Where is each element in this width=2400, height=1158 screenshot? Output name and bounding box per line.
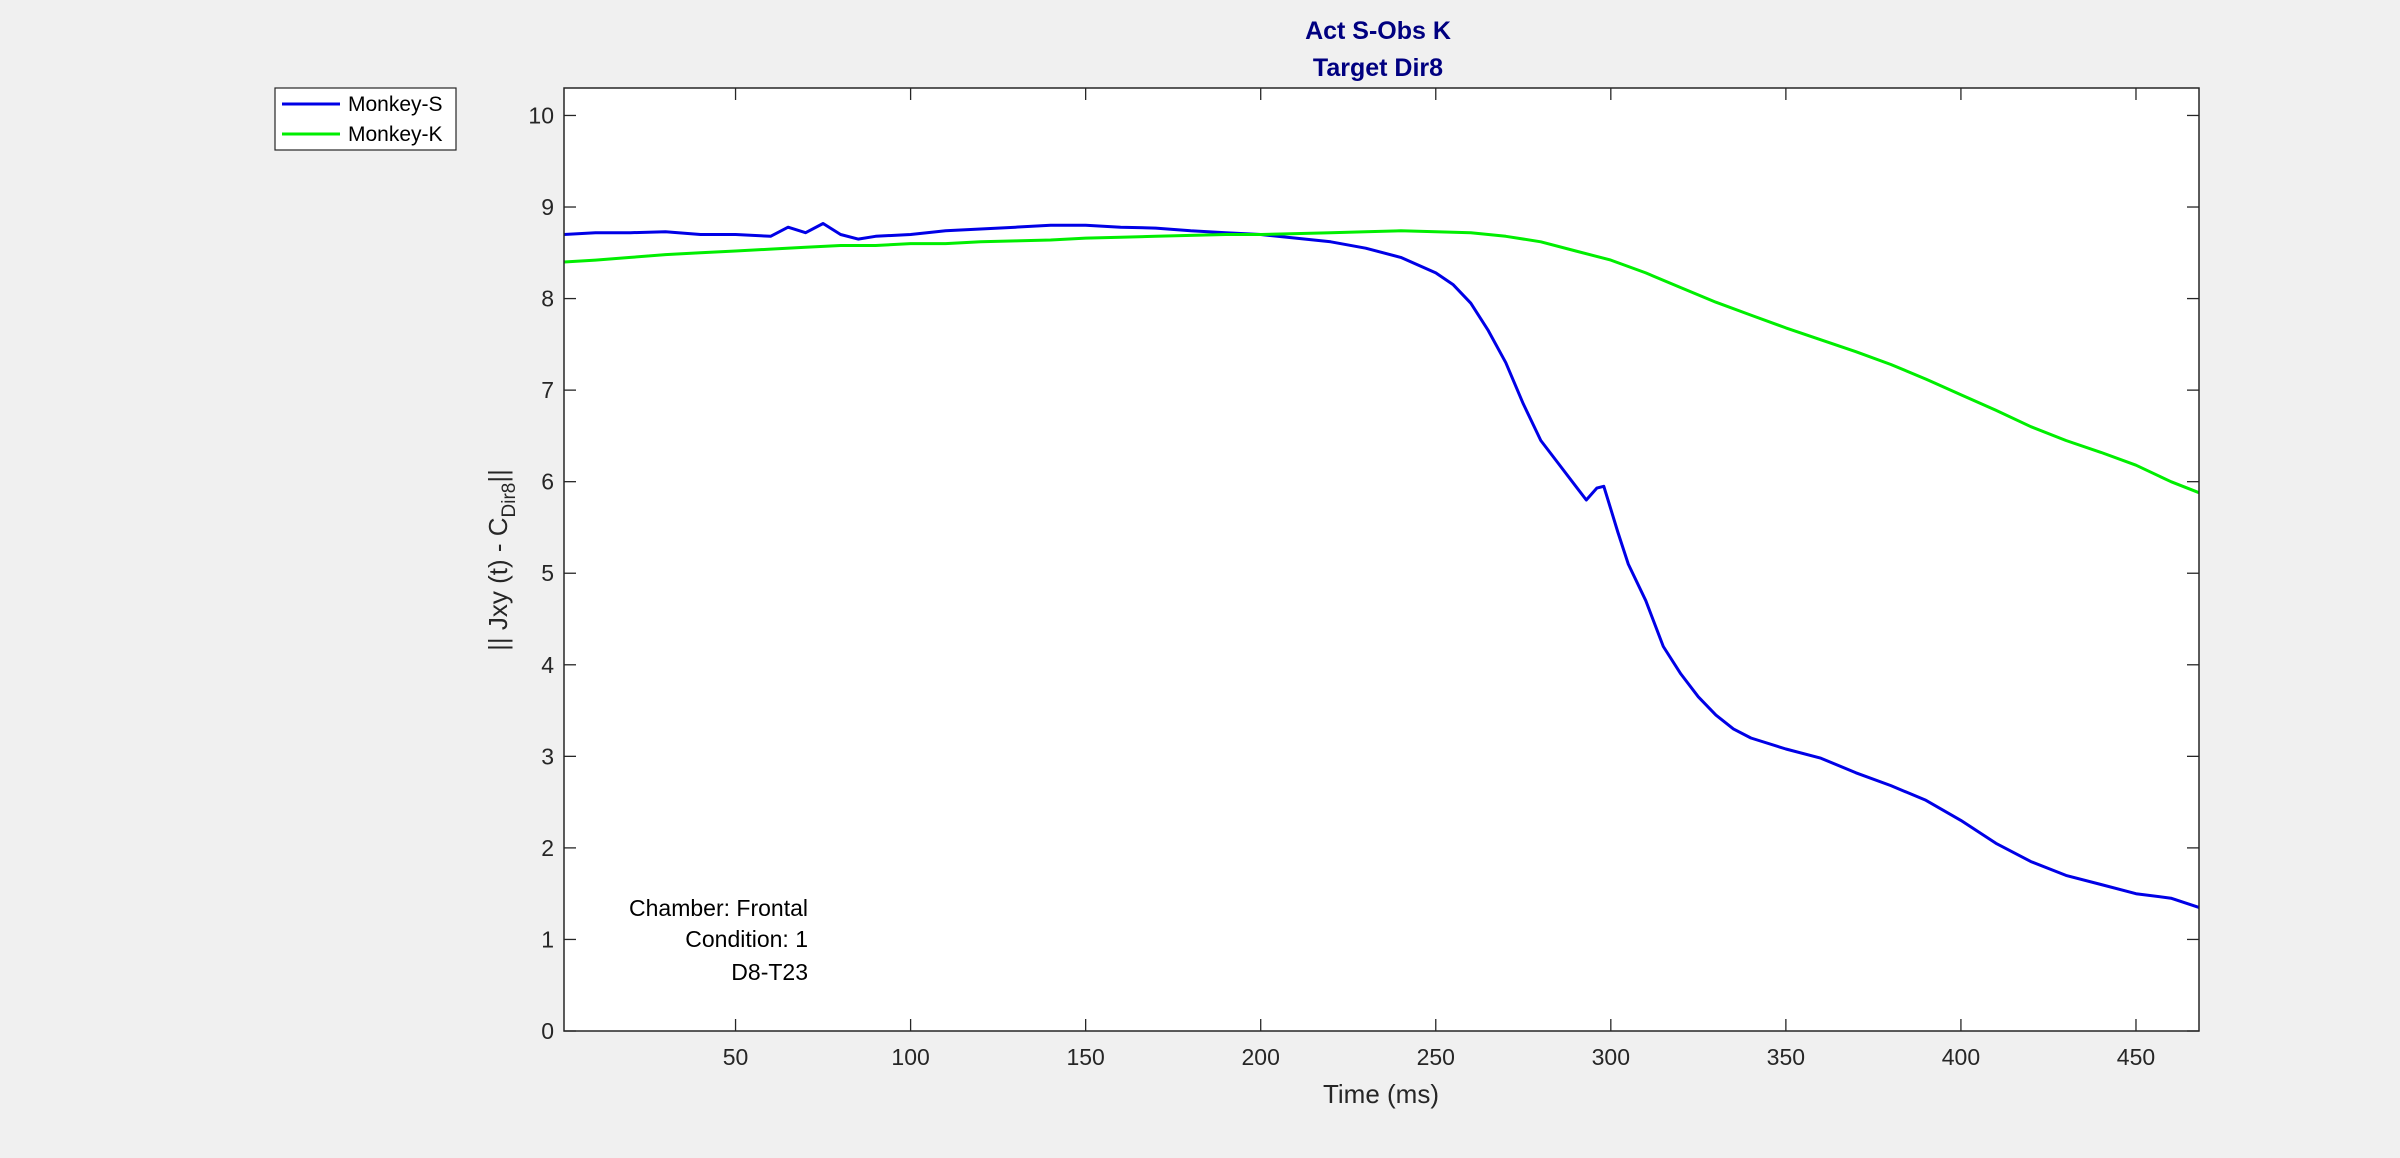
y-axis-label-subscript: Dir8 [499, 483, 520, 518]
x-tick-label: 150 [1066, 1044, 1104, 1070]
tick-layer: 50 100 150 200 250 300 350 400 450 0 1 2 3 4 5 6 7 8 9 10 [528, 88, 2199, 1070]
series-line-monkey-k [563, 229, 2200, 495]
y-tick-label: 10 [528, 102, 554, 128]
y-tick-label: 5 [541, 560, 554, 586]
x-tick-label: 350 [1767, 1044, 1805, 1070]
plot-frame [563, 87, 2200, 1032]
legend[interactable]: Monkey-S Monkey-K [274, 87, 457, 151]
y-axis-label-end: || [483, 469, 513, 483]
y-tick-label: 1 [541, 926, 554, 952]
y-axis-label: || Jxy (t) - CDir8|| [483, 469, 520, 651]
x-tick-label: 450 [2117, 1044, 2155, 1070]
chart-subtitle: Target Dir8 [1313, 54, 1443, 82]
y-tick-label: 3 [541, 743, 554, 769]
series-layer [563, 222, 2200, 909]
x-axis-label: Time (ms) [1323, 1079, 1439, 1109]
series-line-monkey-s [563, 222, 2200, 909]
x-tick-label: 100 [891, 1044, 929, 1070]
y-tick-label: 2 [541, 835, 554, 861]
chart-title: Act S-Obs K [1305, 17, 1451, 45]
x-tick-label: 300 [1592, 1044, 1630, 1070]
legend-label-monkey-s: Monkey-S [348, 93, 443, 116]
annotation-chamber: Chamber: Frontal [629, 895, 808, 921]
annotation-box: Chamber: Frontal Condition: 1 D8-T23 [629, 895, 808, 985]
y-tick-label: 4 [541, 652, 554, 678]
x-tick-label: 50 [723, 1044, 749, 1070]
annotation-trial: D8-T23 [731, 959, 808, 985]
y-tick-label: 7 [541, 377, 554, 403]
y-tick-label: 8 [541, 286, 554, 312]
x-tick-label: 250 [1417, 1044, 1455, 1070]
y-tick-label: 6 [541, 469, 554, 495]
y-tick-label: 0 [541, 1018, 554, 1044]
y-tick-label: 9 [541, 194, 554, 220]
legend-label-monkey-k: Monkey-K [348, 123, 443, 146]
y-axis-label-main: || Jxy (t) - C [483, 517, 513, 650]
legend-box [274, 87, 457, 151]
x-tick-label: 200 [1242, 1044, 1280, 1070]
annotation-condition: Condition: 1 [685, 926, 808, 952]
x-tick-label: 400 [1942, 1044, 1980, 1070]
